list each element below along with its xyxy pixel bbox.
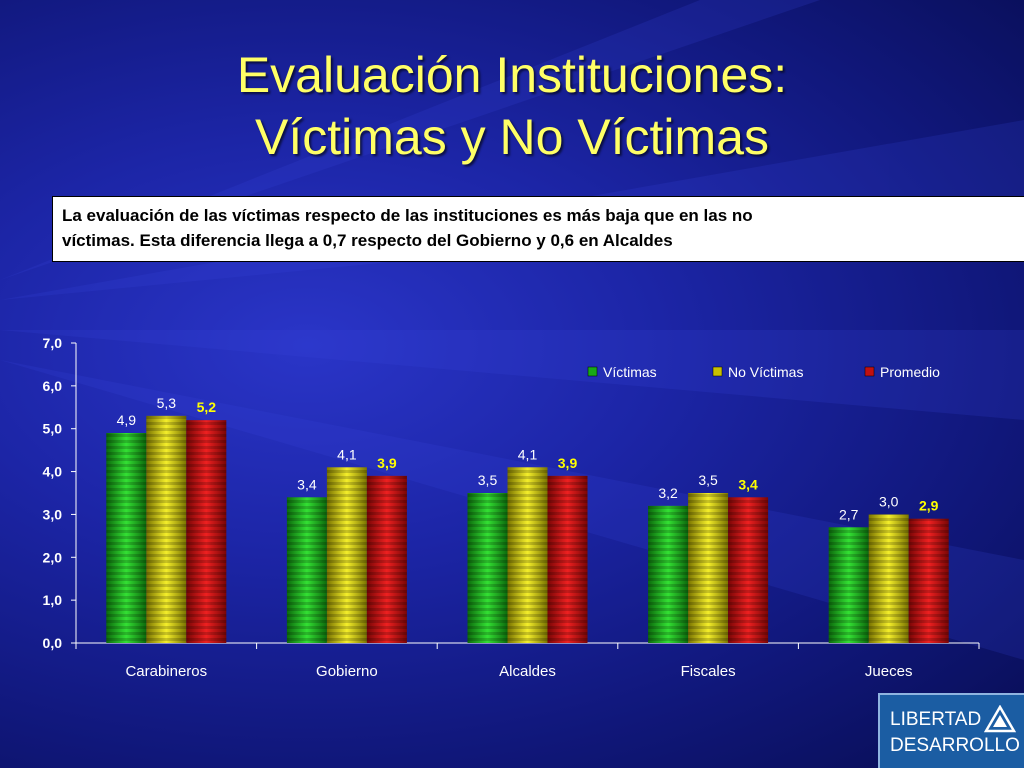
legend-label: Víctimas	[603, 364, 657, 380]
bar-stripes	[908, 518, 949, 643]
slide-title: Evaluación Instituciones: Víctimas y No …	[0, 44, 1024, 168]
data-label: 3,9	[377, 455, 397, 471]
data-label: 2,7	[839, 506, 859, 522]
data-label: 5,3	[157, 395, 177, 411]
logo-line-1: LIBERTAD	[890, 709, 982, 730]
bar-stripes	[366, 475, 407, 643]
y-tick-label: 6,0	[43, 378, 63, 394]
bar-stripes	[326, 467, 367, 643]
y-tick-label: 3,0	[43, 506, 63, 522]
bar-chart: 0,0 1,0 2,0 3,0 4,0 5,0 6,0 7,0 Carabineros Gobie…	[43, 335, 980, 680]
data-label: 3,4	[738, 476, 758, 492]
title-line-1: Evaluación Instituciones:	[236, 47, 788, 103]
bar-stripes	[688, 493, 729, 643]
bar-stripes	[146, 415, 187, 643]
y-tick-label: 0,0	[43, 635, 63, 651]
summary-note-box: La evaluación de las víctimas respecto d…	[52, 196, 1024, 262]
data-label: 3,5	[478, 472, 498, 488]
data-label: 4,1	[337, 446, 357, 462]
data-label: 2,9	[919, 498, 939, 514]
legend-swatch	[712, 366, 723, 377]
legend-swatch	[587, 366, 598, 377]
bar-stripes	[286, 497, 327, 643]
data-label: 3,4	[297, 476, 317, 492]
x-tick-label: Carabineros	[125, 663, 207, 680]
bar-stripes	[106, 433, 147, 643]
data-label: 4,1	[518, 446, 538, 462]
x-tick-label: Fiscales	[681, 663, 736, 680]
bar-stripes	[828, 527, 869, 643]
triangle-logo-icon	[984, 705, 1016, 733]
note-line-2: víctimas. Esta diferencia llega a 0,7 re…	[62, 231, 673, 250]
bar-stripes	[467, 493, 508, 643]
bar-stripes	[186, 420, 227, 643]
libertad-desarrollo-logo: LIBERTAD DESARROLLO	[878, 693, 1024, 768]
bar-stripes	[648, 505, 689, 643]
data-label: 3,5	[698, 472, 718, 488]
logo-line-2: DESARROLLO	[890, 735, 1020, 756]
bar-stripes	[507, 467, 548, 643]
data-label: 3,9	[558, 455, 578, 471]
data-label: 3,2	[658, 485, 678, 501]
data-label: 3,0	[879, 493, 899, 509]
bar-stripes	[868, 514, 909, 643]
bar-stripes	[547, 475, 588, 643]
data-label: 5,2	[197, 399, 217, 415]
y-tick-label: 1,0	[43, 592, 63, 608]
note-line-1: La evaluación de las víctimas respecto d…	[62, 206, 753, 225]
legend-swatch	[864, 366, 875, 377]
y-tick-label: 2,0	[43, 549, 63, 565]
y-tick-label: 5,0	[43, 421, 63, 437]
data-label: 4,9	[117, 412, 137, 428]
x-tick-label: Alcaldes	[499, 663, 556, 680]
x-tick-label: Gobierno	[316, 663, 378, 680]
y-tick-label: 4,0	[43, 464, 63, 480]
legend-label: No Víctimas	[728, 364, 803, 380]
x-tick-label: Jueces	[865, 663, 913, 680]
bar-stripes	[728, 497, 769, 643]
legend-label: Promedio	[880, 364, 940, 380]
y-tick-label: 7,0	[43, 335, 63, 351]
title-line-2: Víctimas y No Víctimas	[255, 109, 769, 165]
